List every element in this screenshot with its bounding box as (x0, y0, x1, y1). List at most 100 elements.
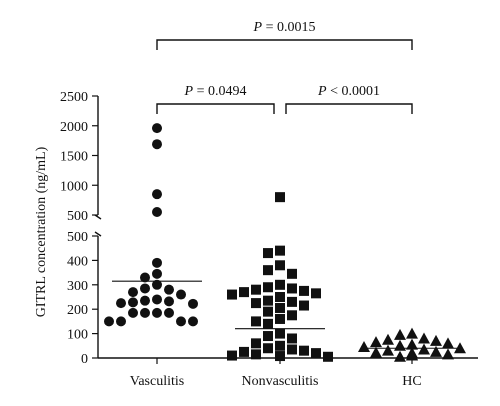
data-point-circle (152, 207, 162, 218)
data-point-triangle (394, 339, 406, 351)
data-point-triangle (418, 343, 430, 355)
y-tick-label: 200 (67, 303, 88, 318)
comparison-bracket (156, 39, 413, 50)
data-point-circle (152, 257, 162, 268)
p-value-label: P = 0.0015 (253, 20, 316, 35)
x-tick-label: Nonvasculitis (242, 374, 319, 389)
data-point-triangle (394, 350, 406, 362)
data-point-square (287, 268, 297, 279)
data-point-circle (140, 307, 150, 318)
data-point-square (251, 298, 261, 309)
data-point-circle (128, 287, 138, 298)
data-point-circle (140, 283, 150, 294)
data-point-square (275, 313, 285, 324)
data-point-square (227, 350, 237, 361)
data-point-circle (164, 284, 174, 295)
x-tick-label: Vasculitis (130, 374, 184, 389)
data-point-square (275, 340, 285, 351)
data-point-triangle (370, 346, 382, 358)
x-tick-label: HC (402, 374, 421, 389)
data-point-square (287, 310, 297, 321)
y-tick-label: 0 (81, 352, 88, 367)
data-point-triangle (358, 341, 370, 353)
y-axis: 0 100 200 300 400 500 500 1000 1500 2000 2500 (60, 90, 102, 367)
axis-break-mark (94, 231, 102, 237)
data-point-square (263, 343, 273, 354)
data-point-square (311, 288, 321, 299)
data-point-square (275, 302, 285, 313)
data-point-square (275, 351, 285, 362)
data-point-triangle (382, 344, 394, 356)
data-point-circle (152, 294, 162, 305)
data-point-circle (116, 316, 126, 327)
y-tick-label: 500 (67, 230, 88, 245)
data-point-triangle (370, 336, 382, 348)
data-point-square (275, 328, 285, 339)
data-points (104, 123, 466, 362)
x-axis: Vasculitis Nonvasculitis HC (98, 357, 478, 389)
data-point-circle (152, 123, 162, 134)
data-point-square (239, 346, 249, 357)
data-point-circle (128, 307, 138, 318)
y-tick-label: 2500 (60, 90, 88, 105)
data-point-circle (104, 316, 114, 327)
data-point-square (323, 351, 333, 362)
data-point-square (287, 344, 297, 355)
comparison-bracket (156, 103, 275, 114)
comparison-brackets: P = 0.0015 P = 0.0494 P < 0.0001 (156, 20, 413, 114)
data-point-triangle (394, 328, 406, 340)
data-point-triangle (454, 342, 466, 354)
data-point-square (251, 338, 261, 349)
data-point-square (299, 285, 309, 296)
y-tick-label: 2000 (60, 120, 88, 135)
data-point-triangle (382, 333, 394, 345)
data-point-square (263, 248, 273, 259)
data-point-square (311, 348, 321, 359)
data-point-circle (188, 298, 198, 309)
data-point-triangle (430, 334, 442, 346)
p-value-label: P = 0.0494 (184, 84, 247, 99)
data-point-square (299, 300, 309, 311)
y-tick-label: 300 (67, 279, 88, 294)
data-point-circle (152, 268, 162, 279)
data-point-square (239, 287, 249, 298)
data-point-square (275, 279, 285, 290)
data-point-square (275, 292, 285, 302)
data-point-square (263, 306, 273, 317)
data-point-square (287, 333, 297, 344)
p-value-label: P < 0.0001 (317, 84, 380, 99)
data-point-triangle (406, 349, 418, 361)
data-point-circle (152, 139, 162, 150)
data-point-triangle (418, 332, 430, 344)
data-point-square (251, 284, 261, 295)
data-point-square (275, 245, 285, 256)
data-point-square (287, 296, 297, 307)
y-tick-label: 500 (67, 209, 88, 224)
data-point-circle (164, 296, 174, 307)
y-tick-label: 1000 (60, 179, 88, 194)
data-point-square (263, 331, 273, 342)
data-point-circle (176, 289, 186, 300)
data-point-triangle (406, 338, 418, 350)
data-point-square (263, 265, 273, 276)
data-point-circle (116, 298, 126, 309)
y-tick-label: 1500 (60, 150, 88, 165)
data-point-square (263, 318, 273, 329)
data-point-square (287, 283, 297, 294)
data-point-circle (176, 316, 186, 327)
data-point-circle (140, 295, 150, 306)
data-point-square (227, 289, 237, 300)
data-point-square (299, 345, 309, 356)
data-point-triangle (430, 345, 442, 357)
data-point-square (251, 316, 261, 327)
data-point-square (275, 192, 285, 203)
data-point-circle (152, 307, 162, 318)
data-point-square (251, 349, 261, 360)
comparison-bracket (285, 103, 413, 114)
data-point-triangle (442, 337, 454, 349)
data-point-circle (164, 307, 174, 318)
data-point-circle (140, 272, 150, 283)
y-axis-label: GITRL concentration (ng/mL) (34, 146, 49, 317)
data-point-triangle (406, 327, 418, 339)
